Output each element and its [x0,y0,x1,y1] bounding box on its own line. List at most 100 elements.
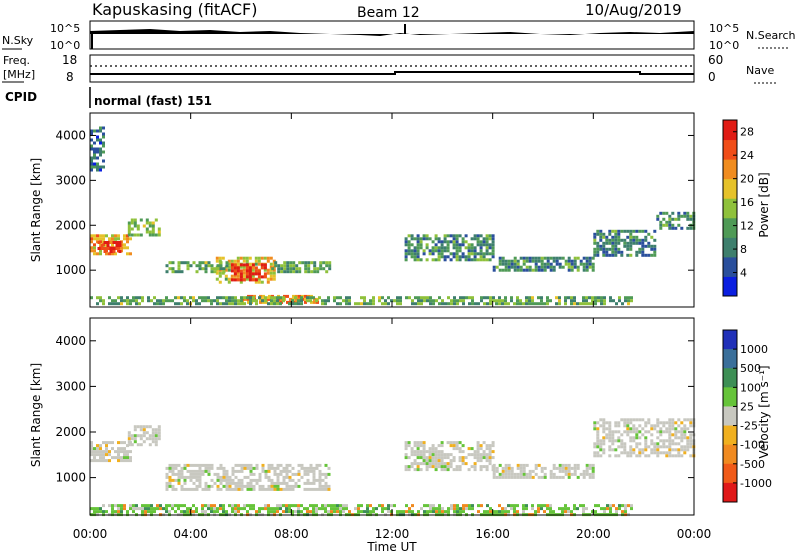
data-cell [204,484,208,488]
data-cell [452,252,456,256]
data-cell [596,445,600,449]
data-cell [96,138,99,142]
data-cell [513,259,517,263]
data-cell [416,447,420,451]
data-cell [459,510,462,514]
data-cell [303,487,307,491]
data-cell [629,241,633,245]
data-cell [276,463,280,467]
data-cell [665,439,669,443]
data-cell [393,504,396,508]
data-cell [492,469,496,473]
data-cell [422,234,426,238]
data-cell [369,302,372,306]
data-cell [585,463,589,467]
data-cell [273,472,277,476]
data-cell [638,238,642,242]
data-cell [458,234,462,238]
data-cell [537,259,541,263]
data-cell [549,256,553,260]
data-cell [204,299,207,303]
data-cell [528,472,532,476]
data-cell [426,510,429,514]
data-cell [453,504,456,508]
data-cell [157,233,161,237]
data-cell [603,299,606,303]
data-cell [522,510,525,514]
data-cell [558,265,562,269]
data-cell [213,472,217,476]
data-cell [102,141,105,145]
data-cell [479,465,483,469]
data-cell [231,472,235,476]
data-cell [276,296,279,300]
data-cell [407,234,411,238]
data-cell [266,268,270,272]
data-cell [485,246,489,250]
data-cell [322,267,326,271]
data-cell [458,456,462,460]
data-cell [404,465,408,469]
data-cell [204,504,207,508]
data-cell [476,441,480,445]
data-cell [470,249,474,253]
data-cell [133,434,137,438]
data-cell [269,274,273,278]
data-cell [240,296,243,300]
data-cell [294,484,298,488]
data-cell [440,240,444,244]
data-cell [120,299,123,303]
data-cell [582,256,586,260]
data-cell [419,246,423,250]
data-cell [476,453,480,457]
data-cell [285,466,289,470]
colorbar-swatch [723,463,737,484]
data-cell [510,299,513,303]
data-cell [309,299,312,303]
data-cell [617,424,621,428]
data-cell [267,463,271,467]
data-cell [668,454,672,458]
data-cell [570,268,574,272]
data-cell [585,469,589,473]
data-cell [476,456,480,460]
data-cell [647,430,651,434]
data-cell [93,459,96,463]
data-cell [321,302,324,306]
data-cell [570,262,574,266]
data-cell [195,463,199,467]
data-cell [596,241,600,245]
data-cell [617,439,621,443]
data-cell [686,436,690,440]
data-cell [635,430,639,434]
data-cell [236,274,240,278]
data-cell [318,475,322,479]
nave-label: Nave [746,64,774,77]
data-cell [644,436,648,440]
data-cell [558,475,562,479]
data-cell [635,238,639,242]
data-cell [653,448,657,452]
data-cell [650,253,654,257]
data-cell [369,299,372,303]
data-cell [222,302,225,306]
data-cell [468,504,471,508]
data-cell [300,466,304,470]
data-cell [413,237,417,241]
data-cell [522,302,525,306]
data-cell [90,249,93,253]
data-cell [486,296,489,300]
data-cell [603,296,606,300]
data-cell [485,453,489,457]
data-cell [659,445,663,449]
data-cell [245,269,249,273]
data-cell [324,510,327,514]
data-cell [570,466,574,470]
data-cell [132,299,135,303]
data-cell [585,299,588,303]
data-cell [459,296,462,300]
data-cell [410,252,414,256]
data-cell [461,237,465,241]
data-cell [283,270,287,274]
data-cell [201,510,204,514]
